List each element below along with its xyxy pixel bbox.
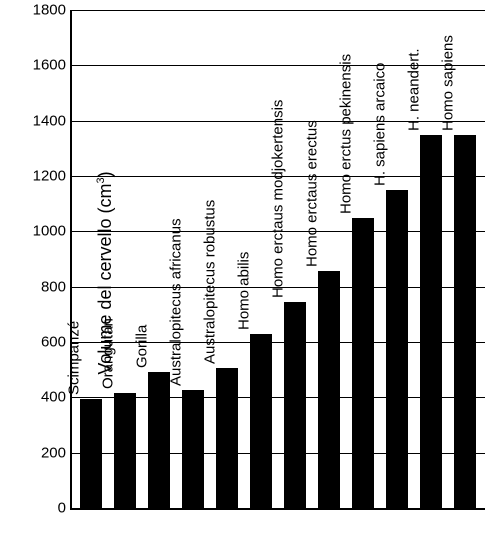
brain-volume-chart: Volume del cervello (cm3) 02004006008001… (0, 0, 500, 546)
bar-label: Homo erctaus modjokertensis (270, 99, 287, 301)
bar: Orangután (114, 393, 136, 508)
y-tick-label: 0 (58, 500, 72, 517)
bar-label: H. neandert. (406, 48, 423, 135)
bar-label: Gorilla (134, 325, 151, 372)
bar: Australopitecus robustus (216, 368, 238, 508)
bar: Homo abilis (250, 334, 272, 508)
y-tick-label: 1400 (33, 112, 72, 129)
bar: Homo erctaus erectus (318, 271, 340, 508)
bar: Homo erctaus modjokertensis (284, 302, 306, 508)
bar-label: Australopitecus robustus (202, 200, 219, 368)
bar-label: Homo erctus pekinensis (338, 53, 355, 217)
bar: Homo sapiens (454, 135, 476, 509)
gridline (72, 10, 485, 11)
bar: H. neandert. (420, 135, 442, 509)
y-tick-label: 200 (41, 444, 72, 461)
bar-label: Scimpanzé (66, 321, 83, 399)
y-tick-label: 1600 (33, 57, 72, 74)
bar-label: Homo erctaus erectus (304, 121, 321, 272)
bar-label: Orangután (100, 318, 117, 393)
bar-label: H. sapiens arcaico (372, 62, 389, 189)
bar: Scimpanzé (80, 399, 102, 508)
gridline (72, 65, 485, 66)
bar: H. sapiens arcaico (386, 190, 408, 508)
y-tick-label: 1800 (33, 2, 72, 19)
bar-label: Homo sapiens (440, 35, 457, 135)
bar-label: Australopitecus africanus (168, 219, 185, 391)
bar: Gorilla (148, 372, 170, 508)
bar: Australopitecus africanus (182, 390, 204, 508)
y-tick-label: 1200 (33, 168, 72, 185)
y-tick-label: 1000 (33, 223, 72, 240)
plot-area: 020040060080010001200140016001800Scimpan… (70, 10, 485, 510)
bar: Homo erctus pekinensis (352, 218, 374, 509)
bar-label: Homo abilis (236, 251, 253, 333)
y-tick-label: 800 (41, 278, 72, 295)
